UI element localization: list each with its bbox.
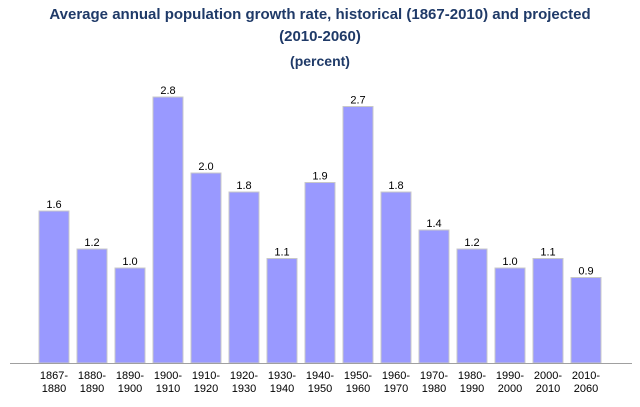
x-tick-label: 1990-: [496, 370, 524, 382]
x-tick-label: 1930-: [268, 370, 296, 382]
data-label: 1.0: [502, 256, 517, 268]
data-label: 2.7: [350, 95, 365, 107]
bar: [456, 248, 488, 364]
bar: [76, 248, 108, 364]
bar: [266, 258, 298, 364]
bar: [570, 277, 602, 364]
bar: [418, 229, 450, 364]
x-tick-label: 1910-: [192, 370, 220, 382]
data-label: 0.9: [578, 266, 593, 278]
x-tick-label: 2000: [498, 383, 522, 395]
x-tick-label: 1980-: [458, 370, 486, 382]
data-label: 2.0: [198, 161, 213, 173]
x-tick-label: 2010: [536, 383, 560, 395]
bar: [342, 106, 374, 364]
bar: [304, 182, 336, 364]
x-tick-label: 1940-: [306, 370, 334, 382]
x-tick-label: 1900: [118, 383, 142, 395]
x-tick-label: 1980: [422, 383, 446, 395]
bar: [38, 210, 70, 364]
chart-subtitle: (percent): [290, 53, 350, 69]
bar: [380, 191, 412, 364]
x-tick-label: 1890: [80, 383, 104, 395]
x-tick-label: 1950-: [344, 370, 372, 382]
data-label: 1.8: [388, 180, 403, 192]
x-tick-label: 2000-: [534, 370, 562, 382]
x-tick-label: 1920-: [230, 370, 258, 382]
x-tick-label: 1920: [194, 383, 218, 395]
x-tick-label: 1970-: [420, 370, 448, 382]
x-tick-label: 1960: [346, 383, 370, 395]
x-tick-label: 1910: [156, 383, 180, 395]
data-label: 1.1: [274, 247, 289, 259]
bar: [114, 267, 146, 364]
data-label: 1.2: [84, 237, 99, 249]
bar: [494, 267, 526, 364]
data-label: 1.0: [122, 256, 137, 268]
data-label: 2.8: [160, 85, 175, 97]
x-tick-label: 1900-: [154, 370, 182, 382]
chart-title-line1: Average annual population growth rate, h…: [49, 6, 591, 23]
x-tick-label: 1940: [270, 383, 294, 395]
bar: [190, 172, 222, 364]
bar: [532, 258, 564, 364]
x-tick-label: 1960-: [382, 370, 410, 382]
data-label: 1.2: [464, 237, 479, 249]
x-tick-label: 2010-: [572, 370, 600, 382]
x-tick-label: 1867-: [40, 370, 68, 382]
x-tick-label: 1950: [308, 383, 332, 395]
x-tick-label: 1880: [42, 383, 66, 395]
x-tick-label: 1970: [384, 383, 408, 395]
data-label: 1.9: [312, 171, 327, 183]
x-tick-label: 2060: [574, 383, 598, 395]
x-tick-label: 1930: [232, 383, 256, 395]
x-tick-label: 1880-: [78, 370, 106, 382]
x-tick-label: 1990: [460, 383, 484, 395]
data-label: 1.4: [426, 218, 441, 230]
data-label: 1.8: [236, 180, 251, 192]
x-tick-label: 1890-: [116, 370, 144, 382]
bar: [152, 96, 184, 364]
data-label: 1.6: [46, 199, 61, 211]
chart-title-line2: (2010-2060): [279, 28, 361, 45]
data-label: 1.1: [540, 247, 555, 259]
bar: [228, 191, 260, 364]
